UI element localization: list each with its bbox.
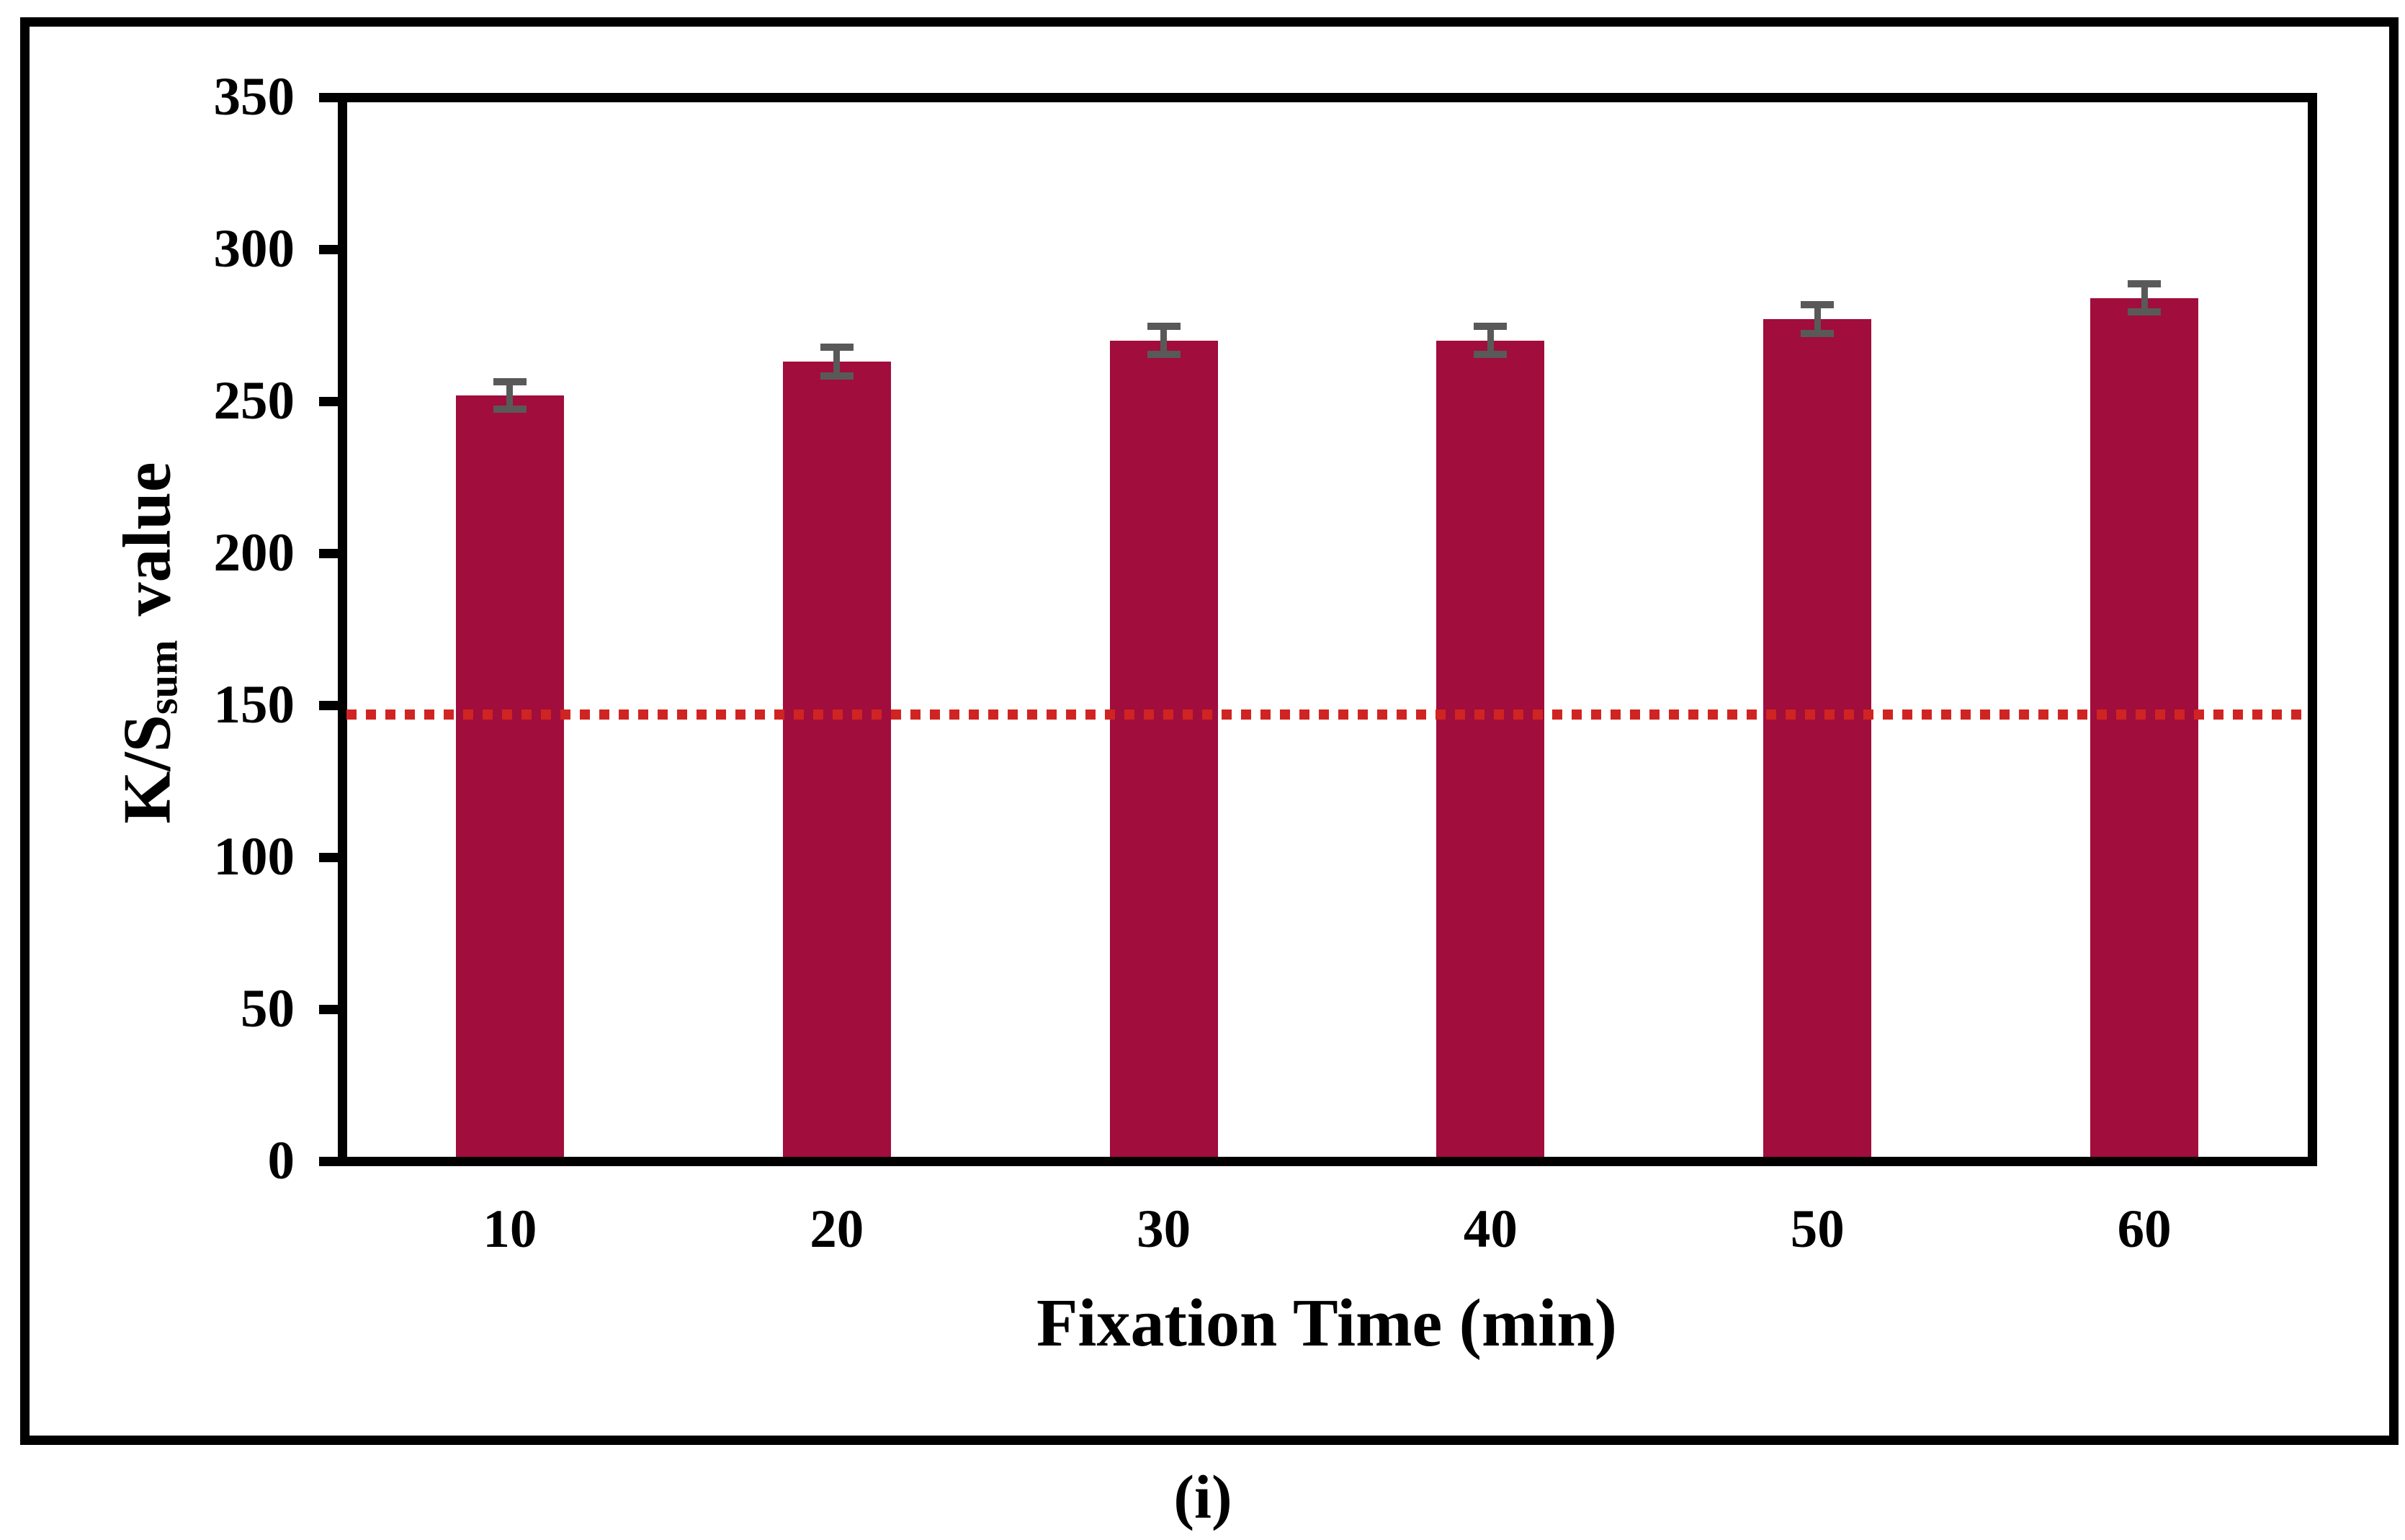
y-tick-label: 250 — [213, 371, 295, 431]
error-bar-cap-top — [1474, 322, 1508, 330]
error-bar-whisker — [833, 347, 841, 376]
x-tick-label: 40 — [1463, 1199, 1518, 1259]
error-bar-whisker — [2141, 284, 2148, 312]
error-bar-cap-bottom — [2128, 308, 2162, 315]
y-tick-mark — [319, 396, 339, 406]
error-bar-whisker — [1160, 326, 1168, 355]
bar — [1763, 319, 1872, 1157]
x-axis-title: Fixation Time (min) — [1036, 1286, 1617, 1361]
y-tick-label: 350 — [213, 67, 295, 127]
y-axis-title-rest: value — [109, 462, 185, 617]
reference-line — [346, 709, 2308, 720]
x-tick-label: 20 — [810, 1199, 864, 1259]
bar — [782, 362, 891, 1157]
y-tick-mark — [319, 700, 339, 710]
y-tick-label: 300 — [213, 219, 295, 279]
bar — [1436, 340, 1545, 1157]
error-bar-cap-bottom — [1147, 351, 1181, 359]
y-tick-mark — [319, 548, 339, 558]
y-tick-label: 0 — [267, 1131, 295, 1191]
y-axis-title-subscript: sum — [139, 640, 187, 715]
error-bar-cap-bottom — [493, 405, 527, 413]
error-bar-whisker — [1814, 305, 1821, 333]
error-bar-cap-top — [1801, 301, 1835, 309]
figure-border — [20, 17, 2399, 1445]
bar — [455, 395, 564, 1157]
y-tick-mark — [319, 1156, 339, 1166]
x-tick-label: 50 — [1790, 1199, 1845, 1259]
y-axis-title-main: K/S — [109, 715, 185, 824]
y-tick-label: 100 — [213, 827, 295, 887]
x-tick-label: 60 — [2117, 1199, 2172, 1259]
error-bar-cap-bottom — [820, 372, 854, 380]
y-tick-mark — [319, 1004, 339, 1014]
figure-caption: (i) — [1173, 1462, 1232, 1531]
bar — [1109, 340, 1218, 1157]
error-bar-whisker — [1487, 326, 1494, 355]
x-tick-label: 30 — [1137, 1199, 1191, 1259]
y-tick-label: 150 — [213, 675, 295, 735]
plot-frame — [338, 93, 2317, 1166]
y-tick-label: 50 — [241, 979, 295, 1039]
error-bar-cap-top — [2128, 280, 2162, 288]
error-bar-cap-bottom — [1801, 329, 1835, 337]
error-bar-cap-top — [820, 344, 854, 352]
y-tick-mark — [319, 244, 339, 254]
bar — [2090, 297, 2199, 1157]
y-axis-title: K/Ssum value — [107, 139, 189, 1147]
error-bar-cap-top — [493, 377, 527, 385]
y-tick-mark — [319, 92, 339, 102]
y-tick-label: 200 — [213, 523, 295, 583]
error-bar-whisker — [506, 381, 514, 409]
error-bar-cap-top — [1147, 322, 1181, 330]
x-tick-label: 10 — [483, 1199, 537, 1259]
error-bar-cap-bottom — [1474, 351, 1508, 359]
y-tick-mark — [319, 852, 339, 862]
